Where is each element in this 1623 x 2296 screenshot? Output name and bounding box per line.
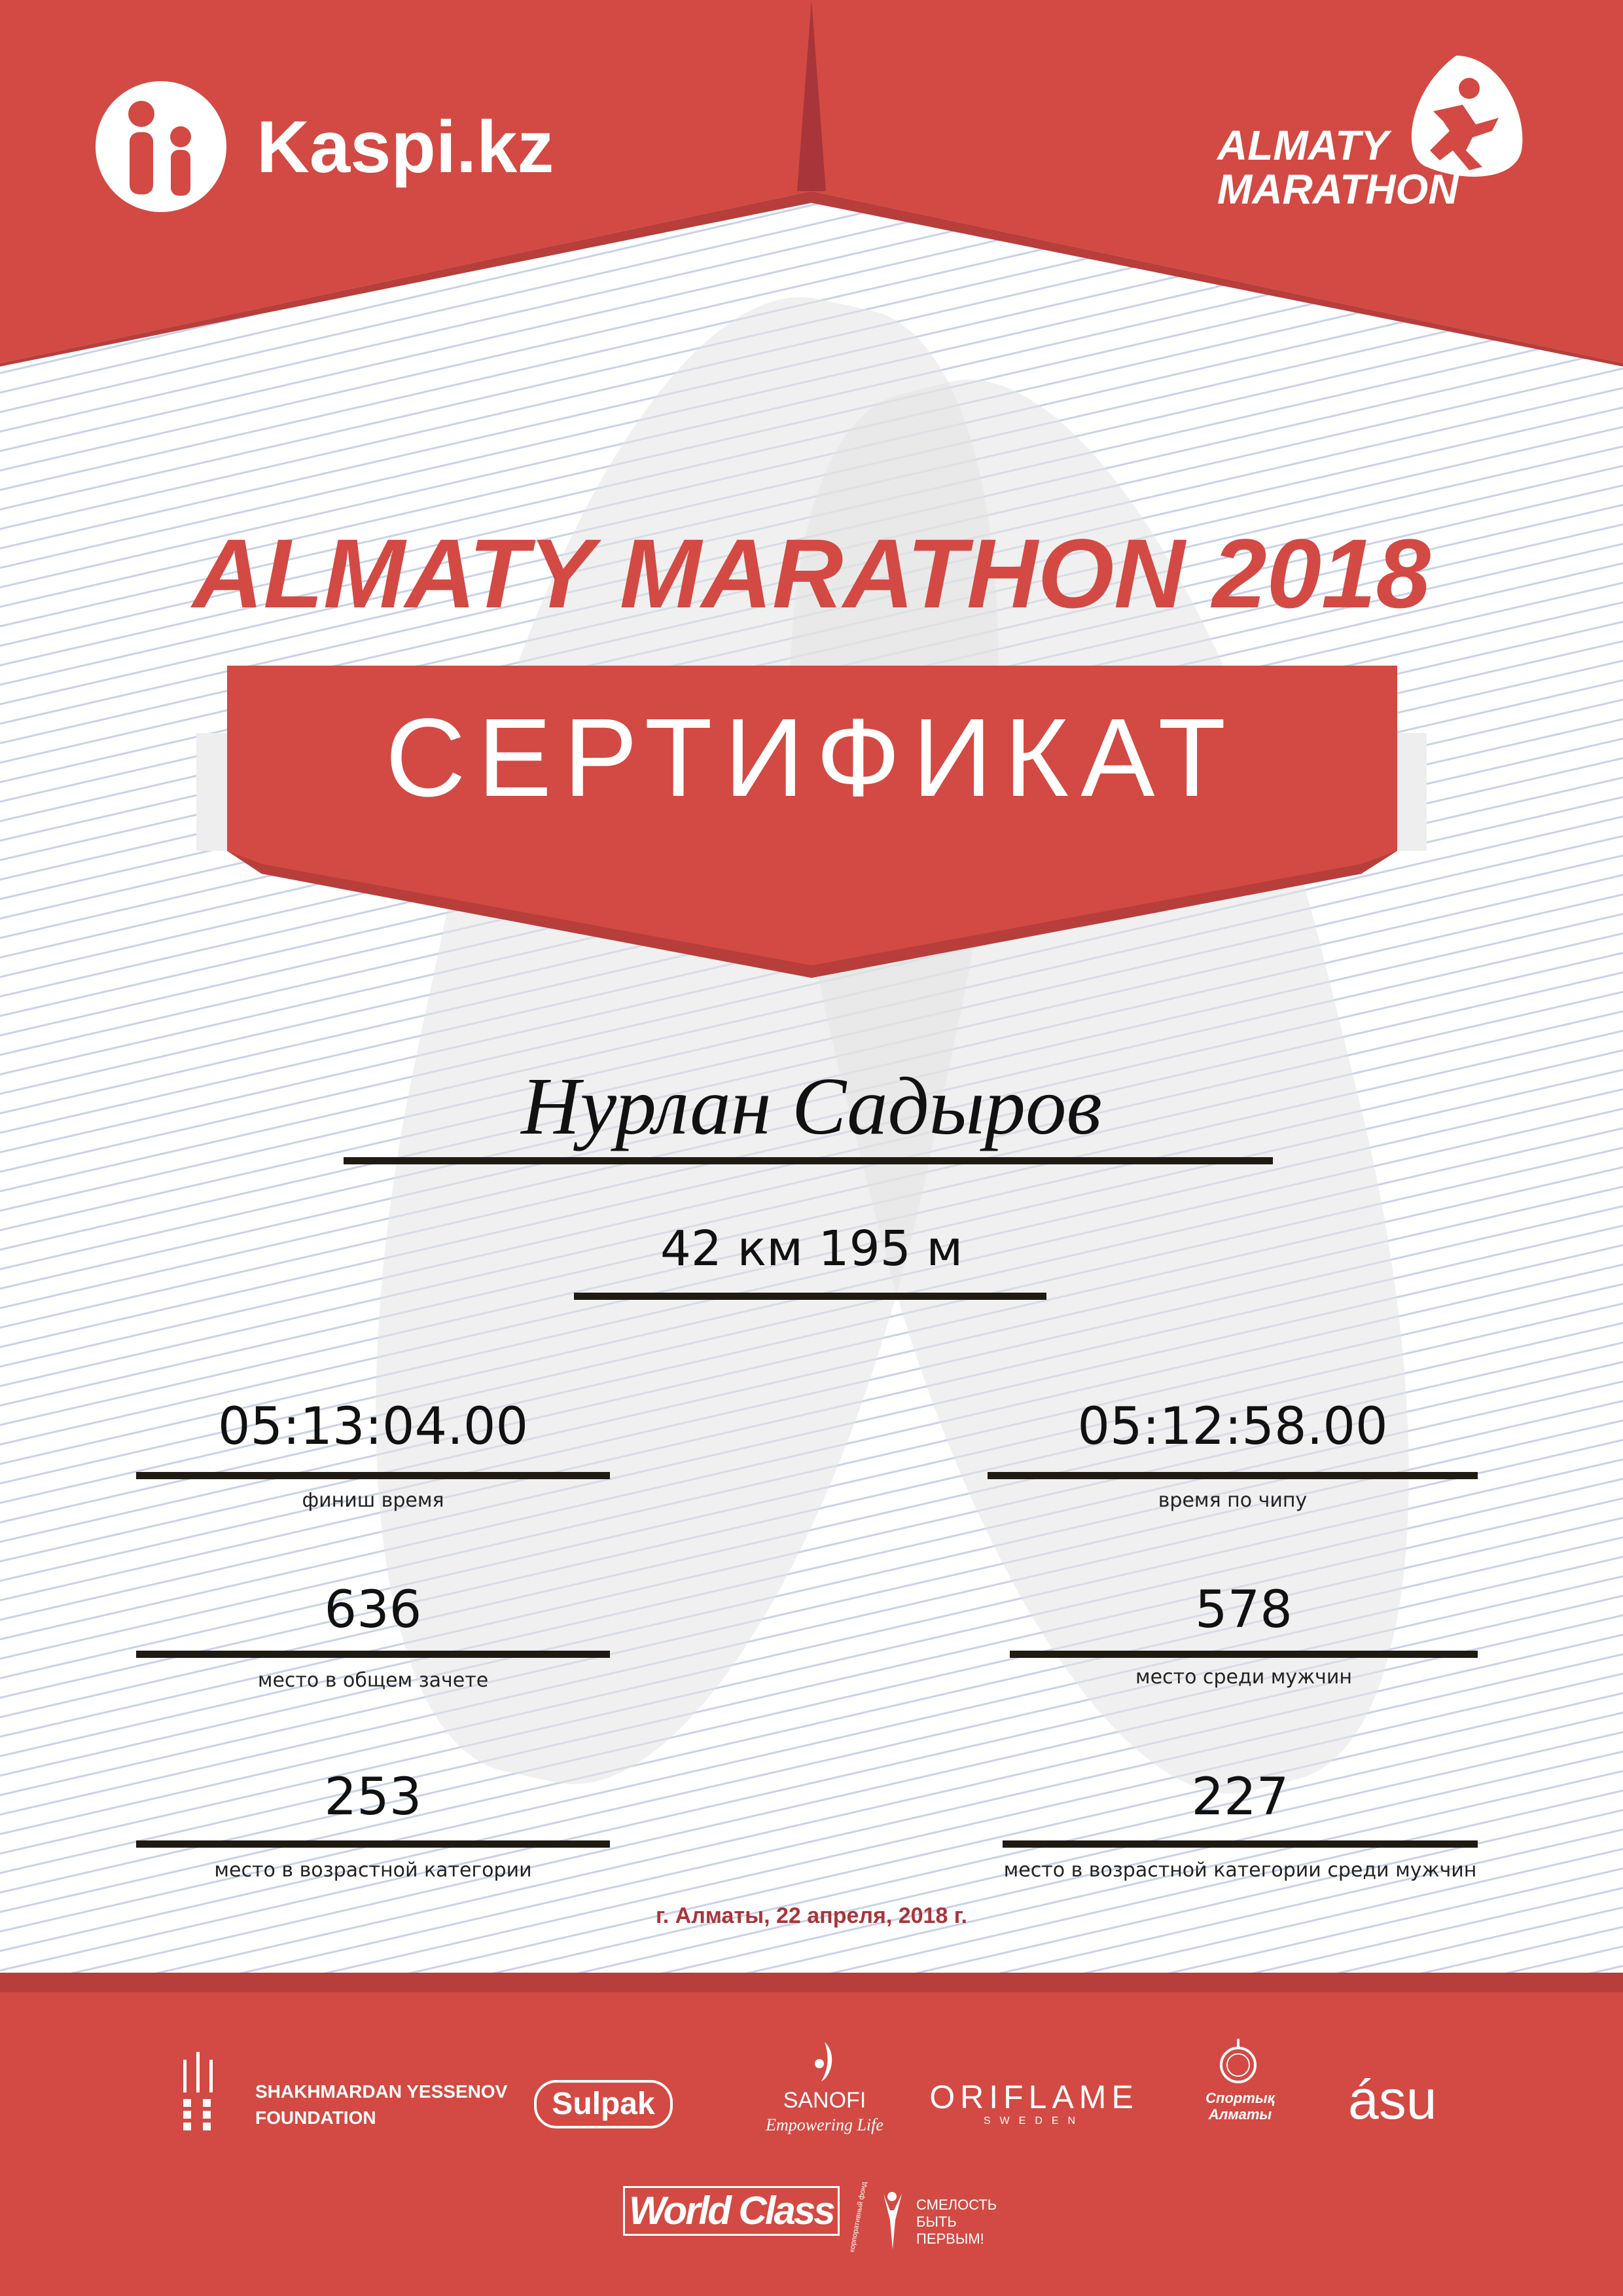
gender-place-underline [1010, 1651, 1478, 1658]
chip-time-underline [988, 1472, 1478, 1479]
asu-logo: ásu [1348, 2069, 1437, 2130]
age-place-label: место в возрастной категории [214, 1859, 532, 1882]
participant-name: Нурлан Садыров [521, 1062, 1102, 1152]
oriflame-sub: SWEDEN [983, 2115, 1085, 2126]
fund-figure-icon [883, 2192, 902, 2250]
overall-place-label: место в общем зачете [257, 1669, 489, 1692]
almaty-marathon-logo-line1: ALMATY [1217, 122, 1389, 169]
age-gender-place-underline [1003, 1840, 1478, 1848]
header-background [0, 0, 1623, 367]
worldclass-logo: World Class [623, 2186, 840, 2236]
sulpak-logo: Sulpak [534, 2080, 673, 2128]
page-title: ALMATY MARATHON 2018 [192, 518, 1431, 628]
finish-time-label: финиш время [302, 1489, 444, 1512]
yessenov-foundation-logo [182, 2052, 221, 2133]
gender-place-value: 578 [1195, 1581, 1293, 1640]
distance: 42 км 195 м [660, 1221, 963, 1277]
distance-underline [574, 1293, 1046, 1300]
certificate-banner [196, 666, 1427, 978]
fund-line2: БЫТЬ [916, 2214, 957, 2230]
chip-time-value: 05:12:58.00 [1077, 1397, 1388, 1456]
sport-almaty-line1: Спортық [1205, 2090, 1275, 2106]
finish-time-underline [136, 1472, 610, 1479]
almaty-marathon-runner-icon [1411, 56, 1523, 177]
sanofi-logo: SANOFI [783, 2088, 866, 2113]
age-place-value: 253 [324, 1768, 422, 1827]
age-gender-place-value: 227 [1191, 1768, 1289, 1827]
date-line: г. Алматы, 22 апреля, 2018 г. [656, 1903, 967, 1928]
sanofi-tagline: Empowering Life [766, 2115, 883, 2134]
fund-line1: СМЕЛОСТЬ [916, 2197, 997, 2213]
age-place-underline [136, 1840, 610, 1848]
yessenov-line2: FOUNDATION [255, 2108, 376, 2128]
gender-place-label: место среди мужчин [1135, 1666, 1352, 1689]
footer-band [0, 1973, 1623, 2296]
overall-place-value: 636 [324, 1581, 422, 1640]
sanofi-icon [815, 2042, 832, 2081]
age-gender-place-label: место в возрастной категории среди мужчи… [1003, 1859, 1477, 1882]
sport-almaty-line2: Алматы [1208, 2106, 1272, 2123]
kaspi-logo [96, 81, 226, 215]
yessenov-line1: SHAKHMARDAN YESSENOV [255, 2081, 508, 2102]
kaspi-logo-text: Kaspi.kz [257, 106, 554, 188]
certificate-heading: СЕРТИФИКАТ [385, 696, 1238, 820]
name-underline [344, 1157, 1273, 1164]
almaty-marathon-logo-line2: MARATHON [1217, 166, 1459, 213]
chip-time-label: время по чипу [1158, 1489, 1308, 1512]
sport-almaty-emblem-icon [1220, 2039, 1257, 2083]
oriflame-logo: ORIFLAME [929, 2079, 1139, 2115]
fund-line3: ПЕРВЫМ! [916, 2231, 984, 2247]
kaspi-icon [96, 81, 226, 212]
finish-time-value: 05:13:04.00 [217, 1397, 529, 1456]
yessenov-icon [183, 2052, 213, 2130]
overall-place-underline [136, 1651, 610, 1658]
